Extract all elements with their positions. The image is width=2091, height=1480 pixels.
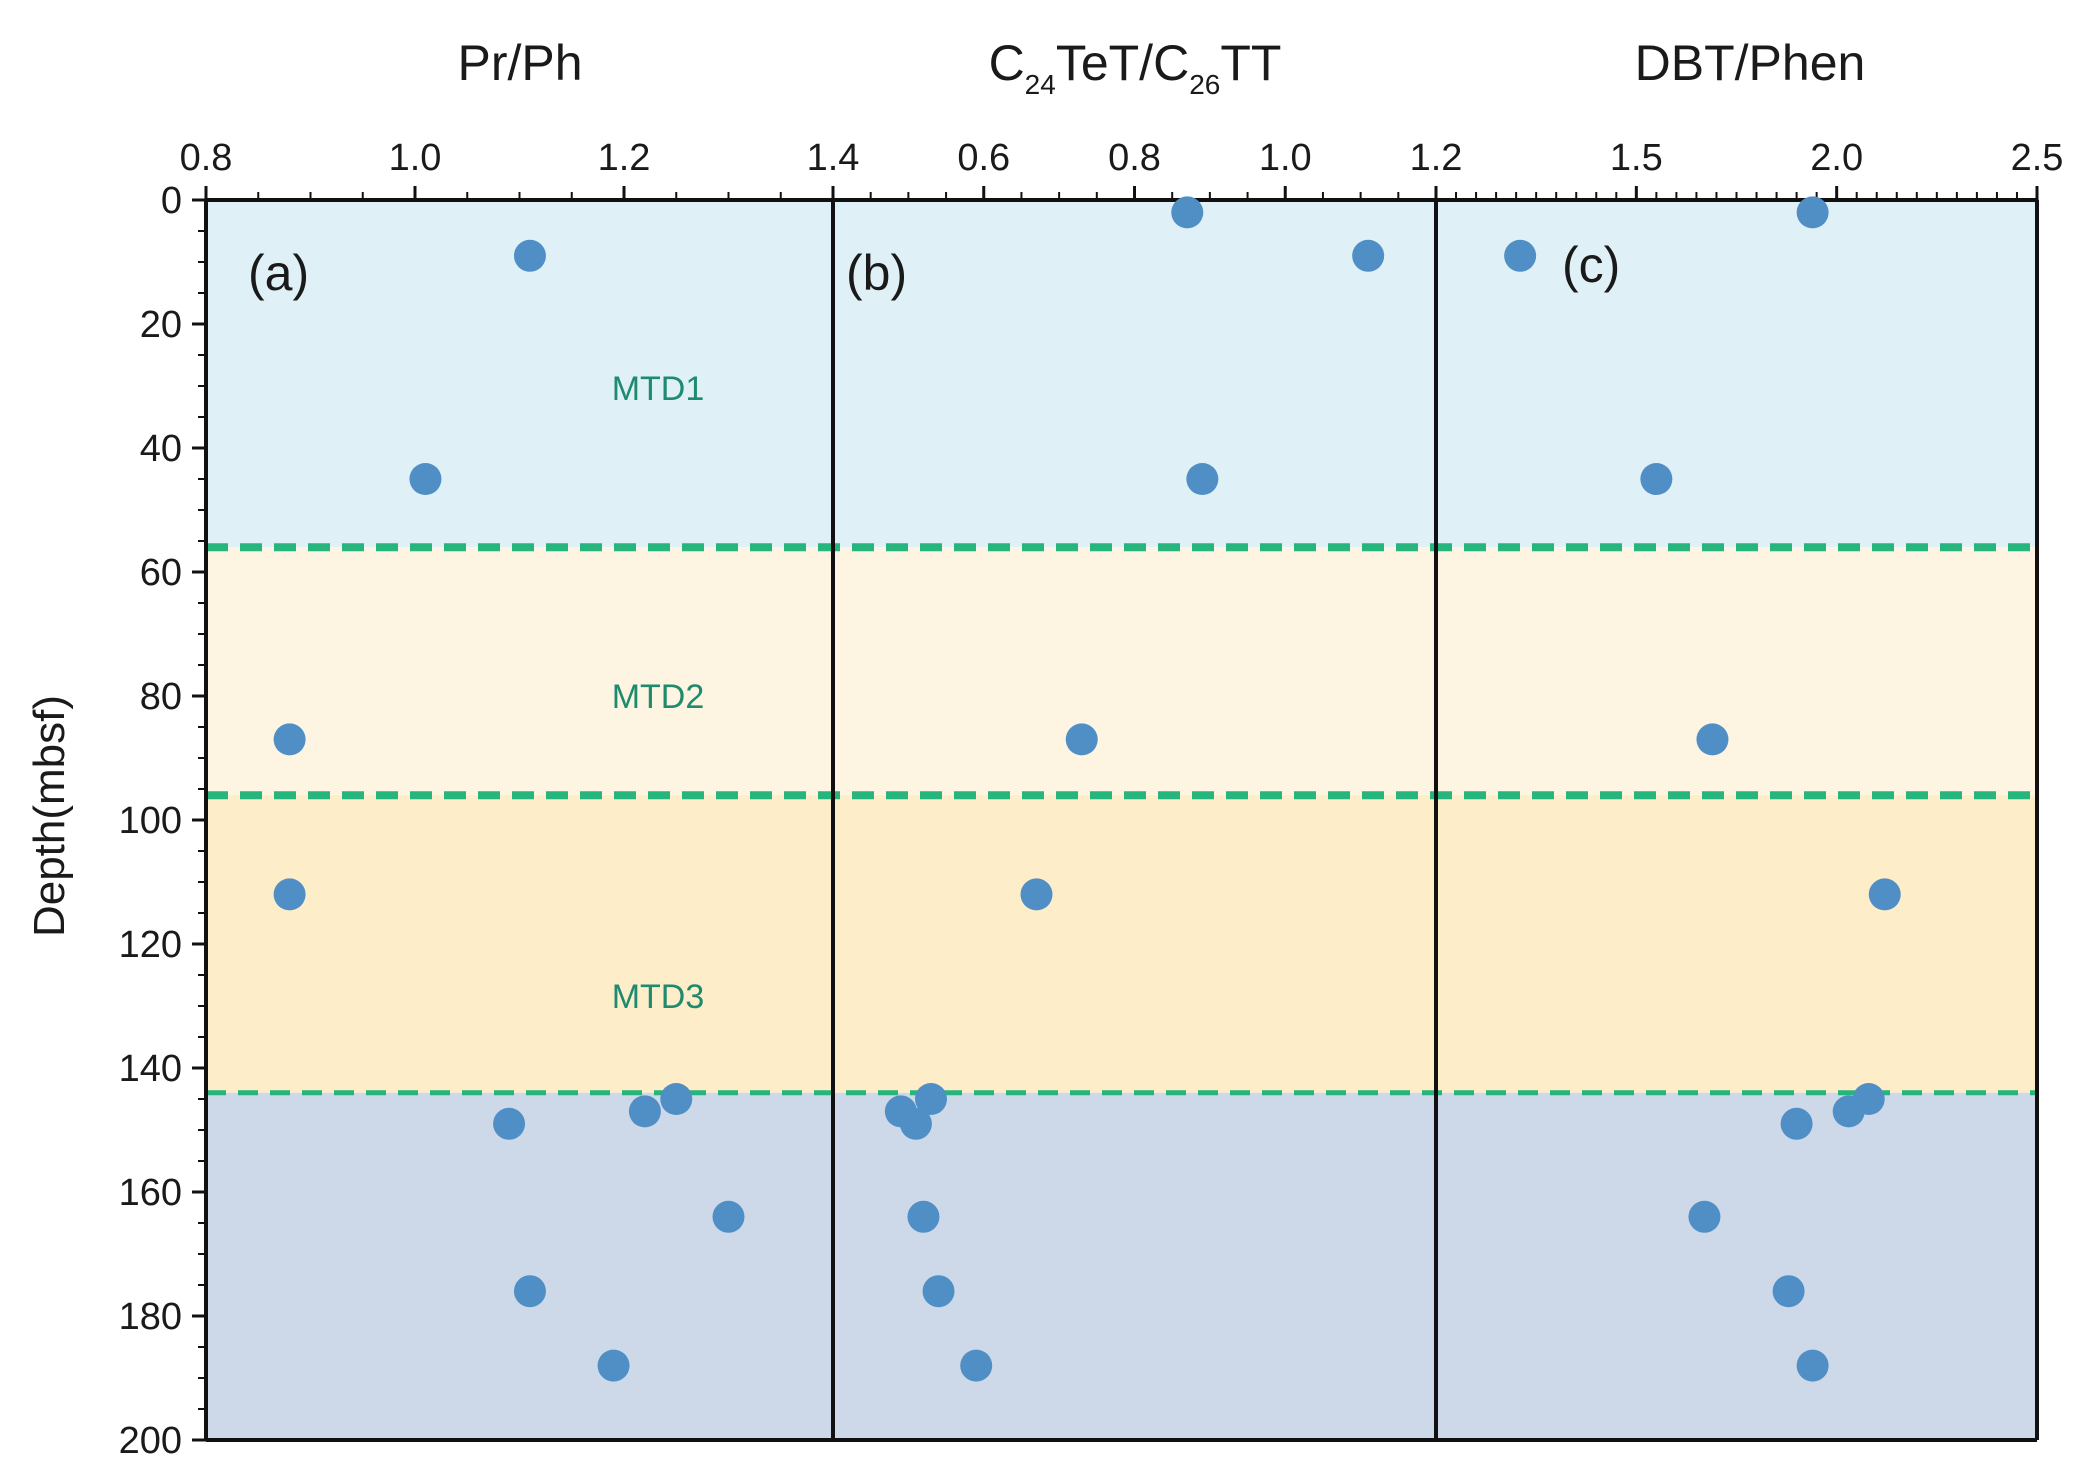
y-tick-label: 160 (119, 1172, 182, 1214)
data-point (1696, 723, 1729, 756)
zone-band-lower (206, 1092, 2037, 1440)
y-axis-label: Depth(mbsf) (25, 695, 74, 937)
data-point (1780, 1107, 1813, 1140)
panel-c-letter: (c) (1562, 237, 1620, 293)
data-point (628, 1095, 661, 1128)
data-point (1186, 463, 1219, 495)
y-tick-label: 200 (119, 1420, 182, 1462)
data-point (1832, 1095, 1865, 1128)
zone-bands (206, 200, 2037, 1440)
x-tick-label: 1.2 (598, 137, 651, 179)
x-tick-label: 1.0 (389, 137, 442, 179)
zone-band-mtd3 (206, 795, 2037, 1093)
data-point (1352, 239, 1385, 272)
axes: 0 20 40 60 80 100 120 140 160 180 200 0.8 1.0 1.2 1.4 0… (119, 137, 2064, 1462)
y-tick-label: 180 (119, 1296, 182, 1338)
zone-label-mtd2: MTD2 (612, 678, 705, 716)
x-tick-label: 2.0 (1810, 137, 1863, 179)
data-point (960, 1349, 993, 1382)
y-tick-label: 100 (119, 800, 182, 842)
y-tick-label: 140 (119, 1048, 182, 1090)
data-point (660, 1083, 693, 1115)
data-point (899, 1107, 932, 1140)
panel-b-xlabel-mid: TeT/C (1056, 35, 1189, 91)
data-point (907, 1200, 940, 1233)
x-tick-label: 1.5 (1610, 137, 1663, 179)
data-point (273, 723, 306, 756)
data-point (513, 239, 546, 272)
panel-b-xlabel-sub24: 24 (1025, 69, 1056, 100)
data-point (922, 1275, 955, 1308)
x-tick-label: 1.0 (1259, 137, 1312, 179)
y-tick-label: 0 (161, 180, 182, 222)
data-point (712, 1200, 745, 1233)
data-point (1504, 239, 1537, 272)
data-points (273, 196, 1901, 1382)
x-tick-label: 0.8 (180, 137, 233, 179)
data-point (597, 1349, 630, 1382)
x-tick-label: 2.5 (2011, 137, 2064, 179)
y-tick-label: 20 (140, 304, 182, 346)
data-point (1688, 1200, 1721, 1233)
y-tick-label: 40 (140, 428, 182, 470)
data-point (273, 878, 306, 911)
data-point (409, 463, 442, 495)
x-tick-label: 0.8 (1108, 137, 1161, 179)
data-point (1640, 463, 1673, 495)
panel-a-letter: (a) (248, 245, 309, 301)
x-tick-label: 1.4 (807, 137, 860, 179)
data-point (1065, 723, 1098, 756)
data-point (1020, 878, 1053, 911)
data-point (1796, 196, 1829, 229)
data-point (914, 1083, 947, 1115)
panel-b-xlabel-end: TT (1220, 35, 1281, 91)
panel-b-xlabel: C24TeT/C26TT (989, 35, 1282, 100)
data-point (1796, 1349, 1829, 1382)
zone-label-mtd3: MTD3 (612, 978, 705, 1016)
y-tick-label: 80 (140, 676, 182, 718)
data-point (493, 1107, 526, 1140)
data-point (1868, 878, 1901, 911)
panel-a-xlabel: Pr/Ph (457, 35, 582, 91)
zone-label-mtd1: MTD1 (612, 370, 705, 408)
data-point (1171, 196, 1204, 229)
y-tick-label: 120 (119, 924, 182, 966)
y-tick-label: 60 (140, 552, 182, 594)
zone-band-mtd1 (206, 200, 2037, 548)
zone-band-mtd2 (206, 547, 2037, 796)
panel-b-letter: (b) (846, 245, 907, 301)
panel-b-xlabel-c: C (989, 35, 1025, 91)
panel-c-xlabel: DBT/Phen (1635, 35, 1866, 91)
data-point (513, 1275, 546, 1308)
data-point (1772, 1275, 1805, 1308)
x-tick-label: 0.6 (957, 137, 1010, 179)
x-tick-label: 1.2 (1410, 137, 1463, 179)
panel-b-xlabel-sub26: 26 (1189, 69, 1220, 100)
